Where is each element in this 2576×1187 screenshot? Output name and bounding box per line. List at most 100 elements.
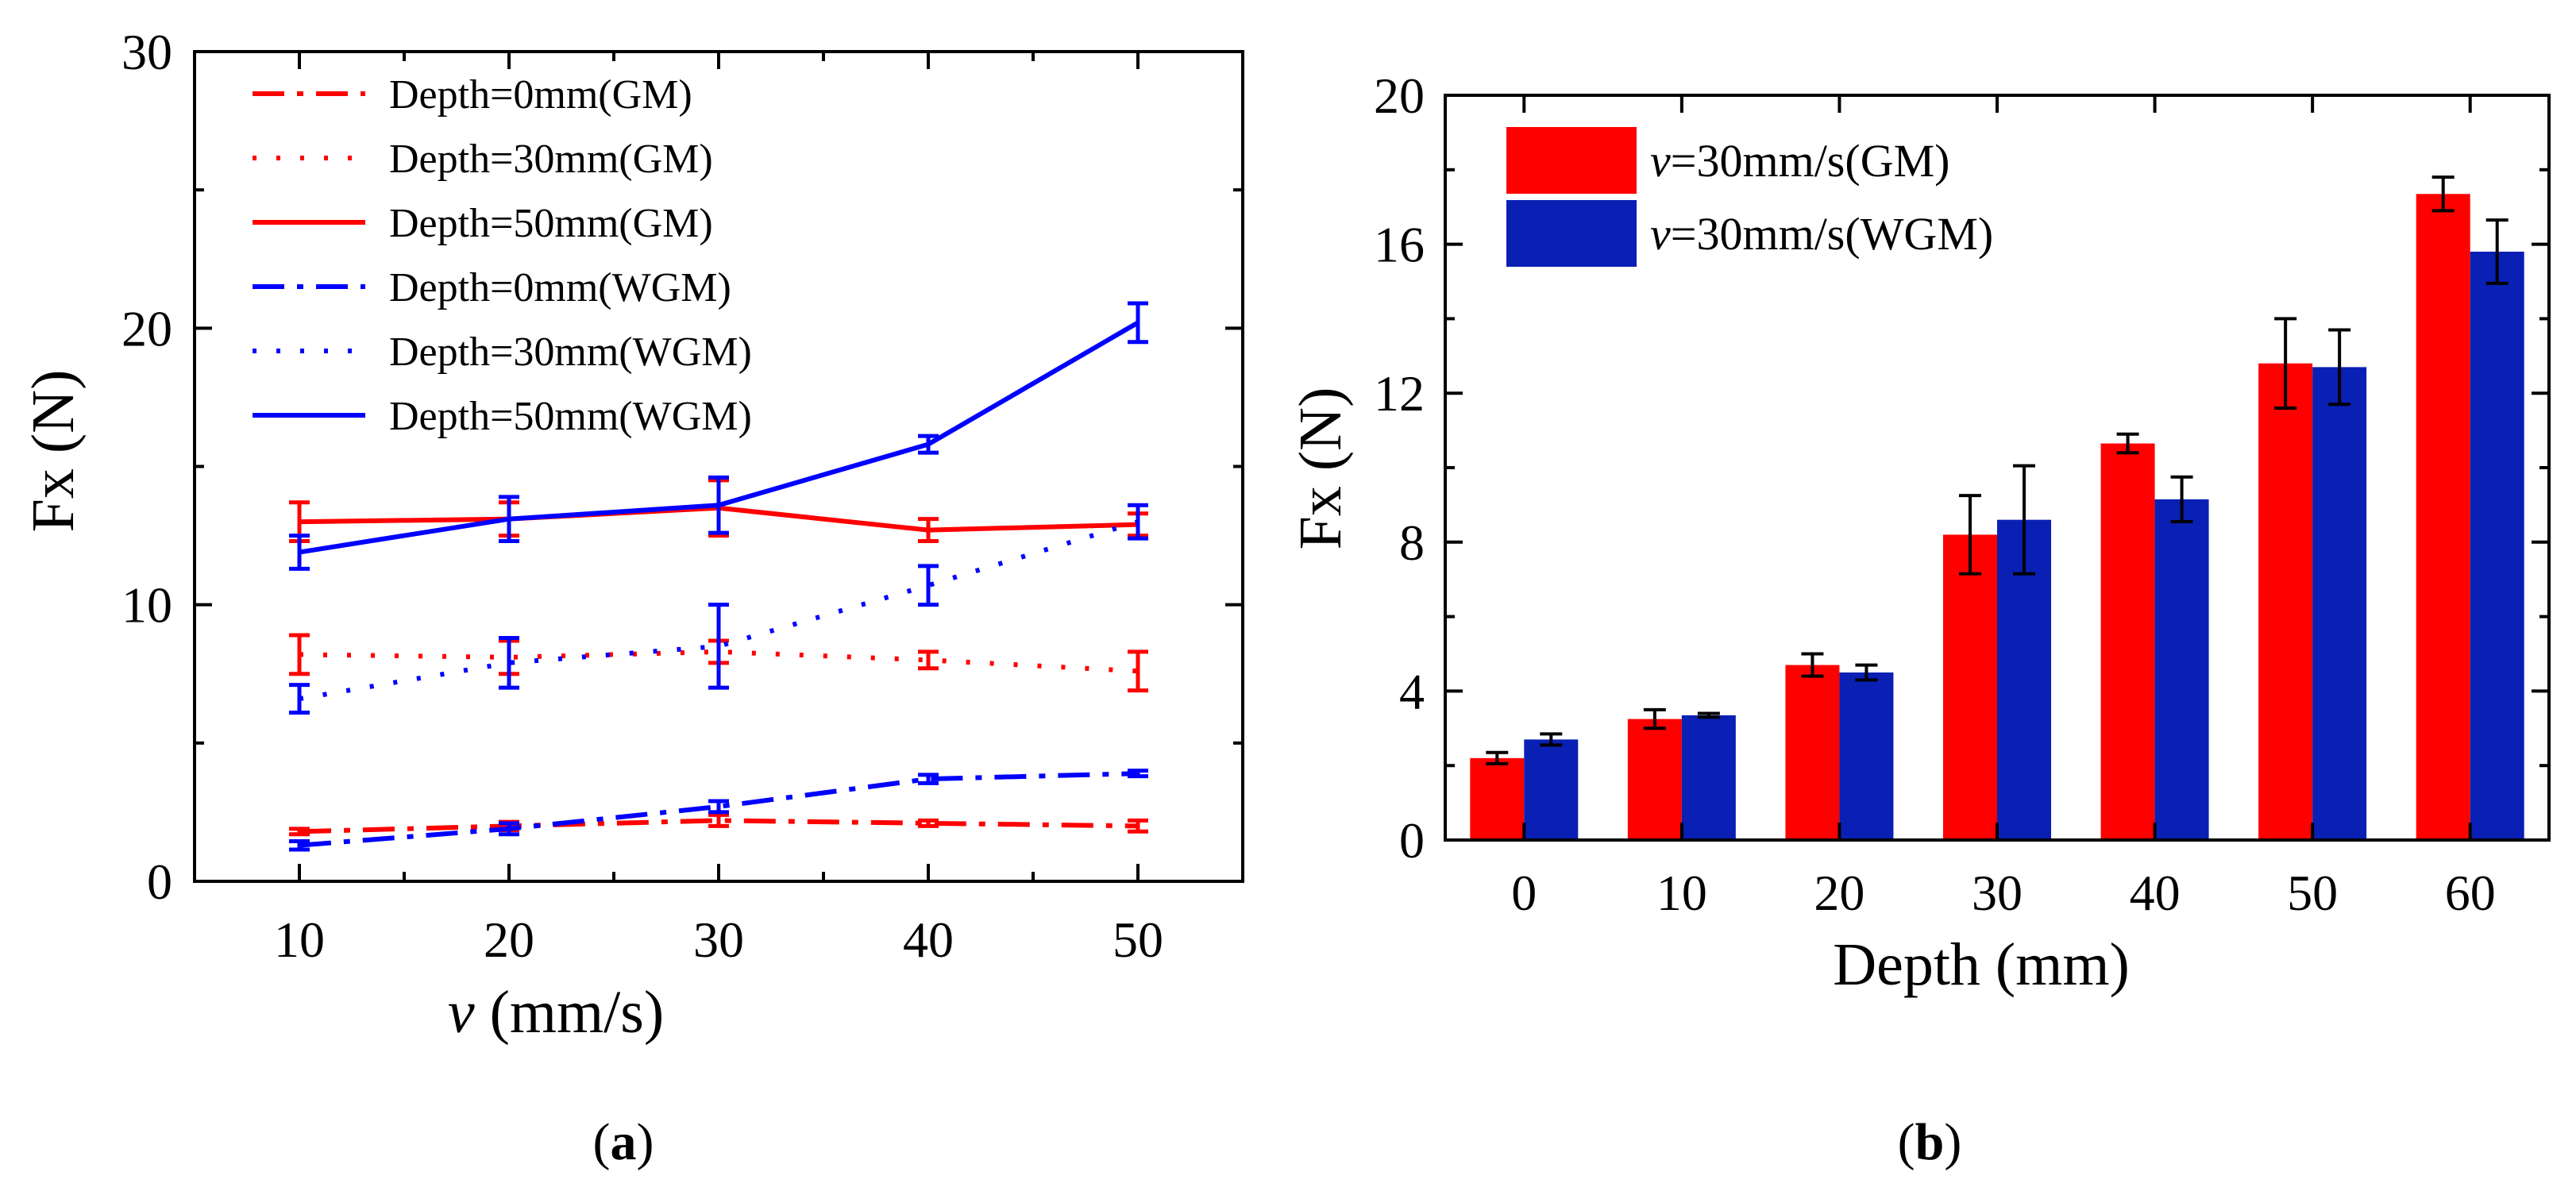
panel-b-y-tick-label: 20: [1374, 67, 1425, 124]
panel-a-x-axis-title-rest: (mm/s): [475, 979, 665, 1046]
panel-a-legend-label: Depth=50mm(GM): [389, 201, 713, 246]
panel-b-x-tick-label: 60: [2445, 865, 2496, 921]
panel-b-x-tick-label: 20: [1814, 865, 1865, 921]
panel-a-error-bar: [1128, 301, 1148, 345]
panel-b-error-bar: [1801, 652, 1824, 678]
panel-b-bar: [1470, 757, 1525, 840]
panel-a-error-bar: [918, 818, 939, 828]
panel-a-error-bar: [1128, 818, 1148, 834]
panel-a-legend: Depth=0mm(GM) Depth=30mm(GM) Depth=50mm(GM…: [253, 72, 752, 439]
panel-b-legend-label-italic: v: [1650, 208, 1671, 260]
panel-b-error-bar: [1643, 707, 1666, 730]
panel-b-label: (b): [1898, 1113, 1962, 1171]
panel-a-error-bar: [918, 434, 939, 455]
panel-a-error-bar: [289, 838, 310, 852]
panel-b-bar: [1943, 534, 1997, 840]
panel-a-x-tick-label: 40: [903, 911, 954, 968]
panel-a-label-letter: a: [611, 1113, 637, 1171]
panel-b-error-bar: [1697, 711, 1720, 719]
panel-b-bar: [1627, 719, 1682, 840]
panel-a-x-tick-label: 20: [484, 911, 534, 968]
panel-b-y-tick-label: 16: [1374, 217, 1425, 273]
panel-a-chart: 10 20 30 40 50 0 10 20 30: [121, 24, 1244, 968]
panel-a-label-open: (: [593, 1113, 611, 1171]
panel-b-legend-label-rest: =30mm/s(GM): [1671, 135, 1950, 187]
panel-a-x-axis-title-italic: v: [448, 979, 475, 1046]
panel-b-y-tick-label: 4: [1399, 663, 1425, 719]
panel-b-error-bar: [1486, 750, 1509, 765]
panel-b-error-bar: [2013, 464, 2035, 576]
panel-b-error-bar: [2274, 317, 2297, 410]
panel-a-y-axis-title: Fx (N): [20, 370, 87, 533]
panel-a-error-bar: [708, 603, 729, 690]
panel-b-legend: v=30mm/s(GM) v=30mm/s(WGM): [1506, 127, 1993, 267]
panel-a-error-bar: [289, 683, 310, 715]
panel-b-bar: [2470, 251, 2524, 841]
panel-a-error-bar: [1128, 503, 1148, 541]
panel-a-error-bar: [918, 517, 939, 544]
panel-a-x-tick-label: 10: [274, 911, 325, 968]
panel-a-x-tick-label: 30: [693, 911, 744, 968]
panel-b-x-tick-label: 0: [1511, 865, 1537, 921]
panel-a-label: (a): [593, 1113, 654, 1171]
panel-a-y-tick-label: 10: [121, 577, 172, 634]
panel-b-error-bar: [1540, 732, 1563, 747]
panel-b-bar: [2416, 194, 2470, 840]
panel-a-error-bar: [289, 633, 310, 676]
panel-a-legend-label: Depth=0mm(WGM): [389, 265, 731, 310]
panel-a-error-bar: [1128, 769, 1148, 779]
panel-b-error-bar: [2431, 175, 2455, 213]
panel-a-x-tick-label: 50: [1113, 911, 1163, 968]
panel-b-legend-swatch: [1506, 200, 1637, 267]
panel-a-error-bar: [499, 495, 519, 544]
panel-b-error-bar: [2328, 328, 2351, 407]
panel-a-x-axis-title: v (mm/s): [448, 979, 664, 1046]
panel-b-bar: [2154, 499, 2209, 840]
panel-a-error-bar: [918, 564, 939, 607]
panel-a-legend-label: Depth=0mm(GM): [389, 72, 692, 118]
panel-b-legend-swatch: [1506, 127, 1637, 194]
panel-b-label-letter: b: [1915, 1113, 1945, 1171]
panel-b-error-bar: [1959, 494, 1981, 576]
panel-a-legend-label: Depth=30mm(GM): [389, 137, 713, 182]
panel-a-series-line: [299, 771, 1139, 848]
panel-a-series-line: [299, 818, 1139, 834]
panel-a-error-bar: [1128, 649, 1148, 693]
panel-b-error-bar: [2485, 218, 2509, 285]
panel-a-error-bar: [499, 821, 519, 837]
panel-b-error-bar: [1855, 663, 1878, 682]
panel-a-y-tick-label: 20: [121, 300, 172, 356]
panel-b-label-open: (: [1898, 1113, 1915, 1171]
panel-b-legend-label: v=30mm/s(WGM): [1650, 208, 1993, 260]
panel-b-legend-label-rest: =30mm/s(WGM): [1671, 208, 1993, 260]
panel-b-x-tick-label: 50: [2287, 865, 2338, 921]
panel-b-y-axis-title: Fx (N): [1287, 387, 1354, 550]
panel-b-error-bar: [2116, 432, 2139, 455]
panel-a-y-tick-label: 30: [121, 24, 172, 80]
panel-a-error-bar: [289, 827, 310, 837]
panel-b-y-tick-label: 0: [1399, 812, 1425, 869]
panel-b-error-bar: [2170, 475, 2193, 524]
panel-a-error-bar: [918, 649, 939, 671]
panel-b-bar: [1524, 739, 1579, 840]
panel-a-plot-frame: [193, 50, 1244, 883]
panel-b-bar: [1785, 665, 1840, 840]
panel-b-bar: [1681, 715, 1736, 840]
panel-b-label-close: ): [1944, 1113, 1961, 1171]
panel-b-y-tick-label: 12: [1374, 365, 1425, 422]
panel-a-legend-label: Depth=30mm(WGM): [389, 330, 752, 375]
panel-a-y-tick-label: 0: [147, 854, 172, 910]
panel-b-x-tick-label: 10: [1656, 865, 1707, 921]
panel-a-error-bar: [708, 799, 729, 815]
panel-a-error-bar: [499, 635, 519, 690]
panel-b-x-tick-label: 40: [2130, 865, 2181, 921]
panel-b-x-axis-title: Depth (mm): [1833, 931, 2130, 998]
panel-b-legend-label: v=30mm/s(GM): [1650, 135, 1949, 187]
panel-b-x-tick-label: 30: [1972, 865, 2023, 921]
panel-b-bar: [2100, 443, 2155, 840]
panel-b-bar: [2312, 367, 2367, 840]
panel-b-y-tick-label: 8: [1399, 514, 1425, 571]
panel-b-chart: 0 10 20 30 40 50 60 0 4 8 12 16 20: [1374, 67, 2551, 921]
panel-a-label-close: ): [637, 1113, 654, 1171]
